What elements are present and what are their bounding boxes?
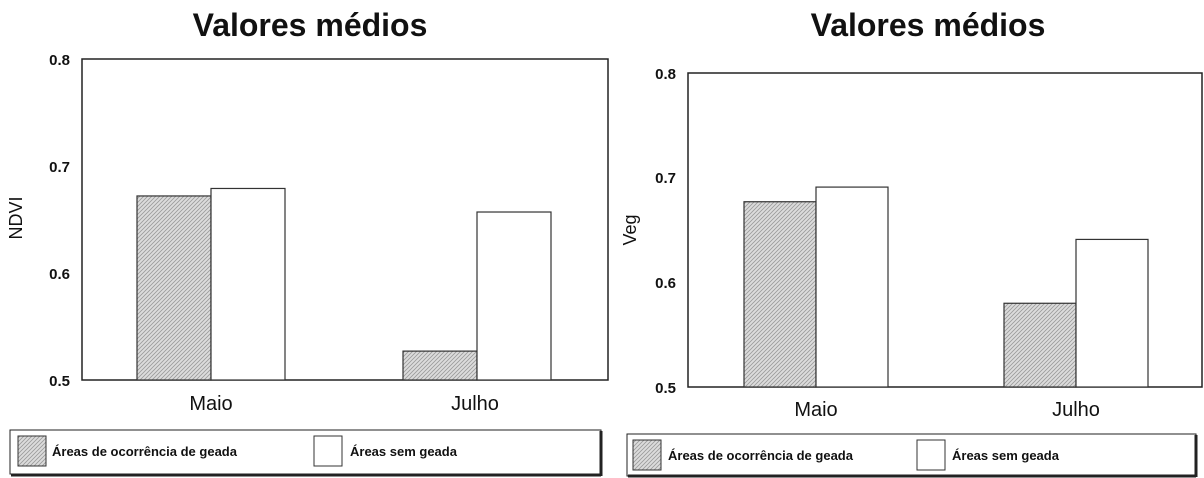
legend-swatch-white (916, 439, 946, 471)
legend-label: Áreas de ocorrência de geada (52, 444, 238, 459)
y-tick-label: 0.6 (655, 275, 676, 292)
x-tick-label: Julho (1052, 399, 1100, 421)
bar-sem-geada-julho (1075, 238, 1149, 388)
bar-geada-maio (136, 195, 212, 381)
bars-group (743, 186, 1149, 388)
x-tick-label: Maio (794, 399, 837, 421)
y-axis-label: Veg (620, 214, 640, 245)
legend-label: Áreas sem geada (350, 444, 458, 459)
y-tick-label: 0.6 (49, 266, 70, 283)
plot-frame (81, 58, 609, 381)
bar-geada-julho (402, 350, 478, 381)
bar-sem-geada-julho (476, 211, 552, 381)
bar-geada-maio (743, 201, 817, 388)
legend-swatch-hatched (632, 439, 662, 471)
y-tick-label: 0.5 (49, 373, 70, 390)
y-tick-label: 0.5 (655, 380, 676, 397)
legend-swatch-hatched (17, 435, 47, 467)
bar-sem-geada-maio (815, 186, 889, 388)
bar-sem-geada-maio (210, 187, 286, 381)
y-tick-label: 0.8 (49, 52, 70, 69)
legend: Áreas de ocorrência de geada Áreas sem g… (626, 433, 1198, 478)
chart-title: Valores médios (811, 7, 1046, 43)
x-tick-label: Maio (189, 393, 232, 415)
legend-label: Áreas sem geada (952, 448, 1060, 463)
x-tick-label: Julho (451, 393, 499, 415)
y-tick-label: 0.8 (655, 66, 676, 83)
chart-right: Valores médios 0.8 0.7 0.6 0.5 Veg Maio … (620, 7, 1203, 478)
plot-frame (687, 72, 1203, 388)
chart-title: Valores médios (193, 7, 428, 43)
y-tick-label: 0.7 (49, 159, 70, 176)
bars-group (136, 187, 552, 381)
bar-geada-julho (1003, 302, 1077, 388)
legend-label: Áreas de ocorrência de geada (668, 448, 854, 463)
chart-left: Valores médios 0.8 0.7 0.6 0.5 NDVI Maio… (6, 7, 609, 477)
y-tick-label: 0.7 (655, 170, 676, 187)
legend-swatch-white (313, 435, 343, 467)
legend: Áreas de ocorrência de geada Áreas sem g… (9, 429, 603, 477)
y-axis-label: NDVI (6, 196, 26, 239)
